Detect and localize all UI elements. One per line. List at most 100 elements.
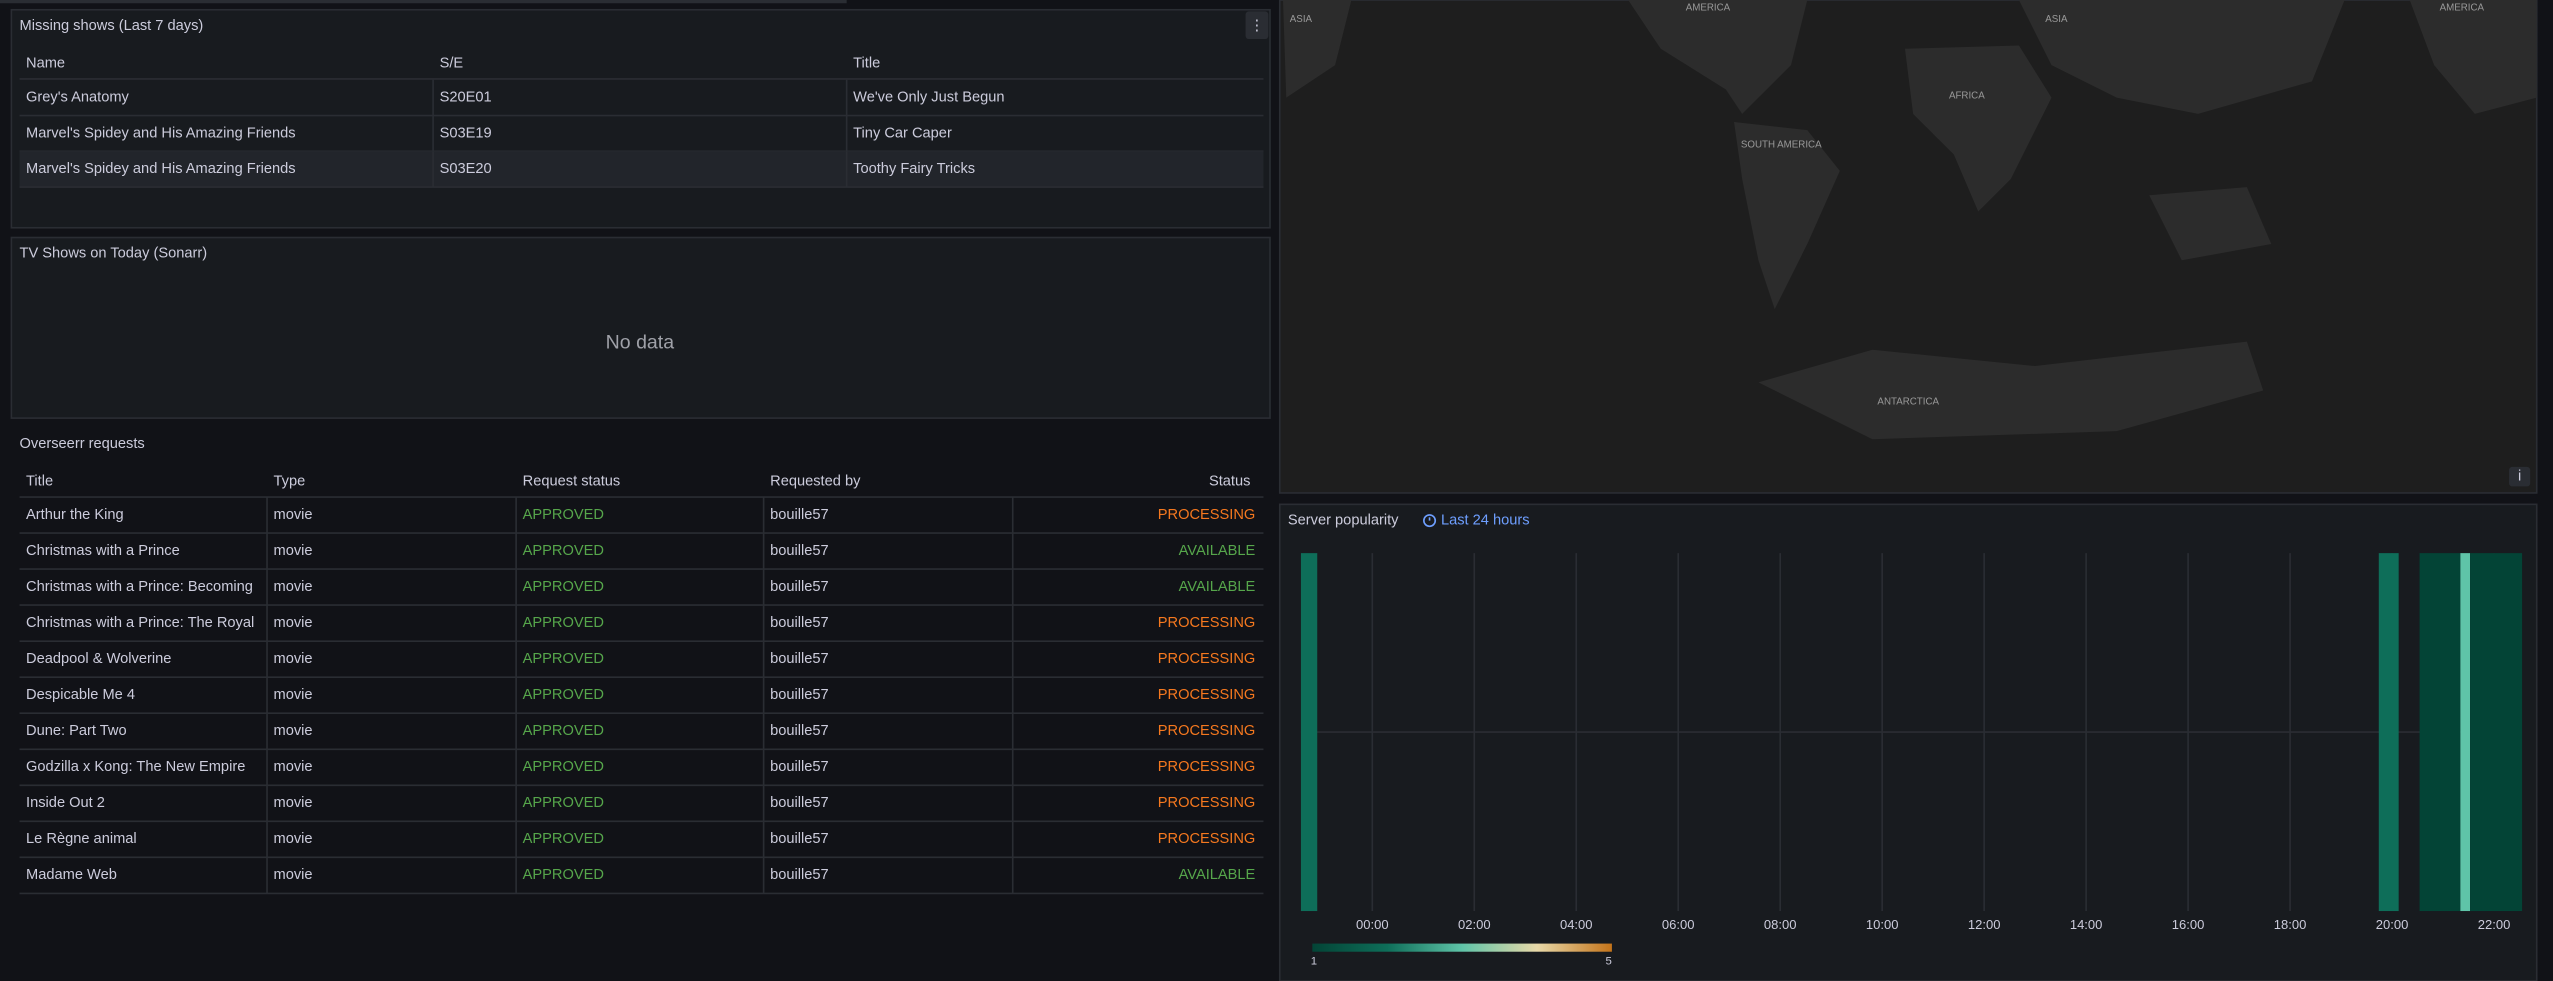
map-label: ASIA bbox=[1290, 14, 1313, 25]
cell: bouille57 bbox=[770, 651, 829, 667]
cell: Arthur the King bbox=[26, 507, 124, 523]
cell: Grey's Anatomy bbox=[26, 89, 129, 105]
cell: APPROVED bbox=[523, 759, 604, 775]
cell: bouille57 bbox=[770, 867, 829, 883]
column-header: Name bbox=[26, 55, 65, 71]
x-tick-label: 18:00 bbox=[2274, 917, 2307, 932]
cell: APPROVED bbox=[523, 543, 604, 559]
cell: Dune: Part Two bbox=[26, 723, 127, 739]
cell: APPROVED bbox=[523, 579, 604, 595]
panel bbox=[1278, 503, 2538, 981]
map-label: ANTARCTICA bbox=[1877, 396, 1939, 407]
panel-title: Missing shows (Last 7 days) bbox=[20, 18, 204, 34]
heatmap-cell bbox=[2419, 553, 2461, 912]
panel bbox=[10, 8, 1271, 229]
cell: bouille57 bbox=[770, 543, 829, 559]
status: PROCESSING bbox=[1158, 759, 1256, 775]
column-header: S/E bbox=[440, 55, 464, 71]
cell: bouille57 bbox=[770, 507, 829, 523]
status: PROCESSING bbox=[1158, 795, 1256, 811]
cell: S03E19 bbox=[440, 125, 492, 141]
heatmap-cell bbox=[2470, 553, 2523, 912]
top-strip bbox=[0, 0, 847, 4]
menu-icon[interactable]: ⋮ bbox=[1250, 18, 1265, 34]
cell: Despicable Me 4 bbox=[26, 687, 135, 703]
cell: movie bbox=[274, 831, 313, 847]
row-hover bbox=[19, 151, 1264, 188]
time-range: Last 24 hours bbox=[1441, 512, 1530, 528]
x-tick-label: 14:00 bbox=[2070, 917, 2103, 932]
status: AVAILABLE bbox=[1179, 543, 1256, 559]
column-header: Title bbox=[26, 473, 53, 489]
info-button[interactable] bbox=[2509, 466, 2531, 487]
cell: movie bbox=[274, 615, 313, 631]
cell: movie bbox=[274, 723, 313, 739]
cell: APPROVED bbox=[523, 507, 604, 523]
map-label: AMERICA bbox=[1686, 3, 1731, 14]
x-tick-label: 04:00 bbox=[1560, 917, 1593, 932]
legend-bar bbox=[1312, 943, 1612, 952]
status: PROCESSING bbox=[1158, 507, 1256, 523]
x-tick-label: 02:00 bbox=[1458, 917, 1491, 932]
column-header: Title bbox=[853, 55, 880, 71]
cell: bouille57 bbox=[770, 687, 829, 703]
cell: movie bbox=[274, 507, 313, 523]
cell: movie bbox=[274, 579, 313, 595]
column-header: Type bbox=[274, 473, 306, 489]
legend-max: 5 bbox=[1605, 955, 1611, 967]
x-tick-label: 22:00 bbox=[2478, 917, 2511, 932]
cell: APPROVED bbox=[523, 615, 604, 631]
cell: Inside Out 2 bbox=[26, 795, 105, 811]
cell: bouille57 bbox=[770, 579, 829, 595]
cell: movie bbox=[274, 867, 313, 883]
x-tick-label: 06:00 bbox=[1662, 917, 1695, 932]
map-label: ASIA bbox=[2045, 14, 2068, 25]
cell: movie bbox=[274, 543, 313, 559]
cell: APPROVED bbox=[523, 831, 604, 847]
cell: Marvel's Spidey and His Amazing Friends bbox=[26, 161, 296, 177]
x-tick-label: 20:00 bbox=[2376, 917, 2409, 932]
cell: bouille57 bbox=[770, 759, 829, 775]
menu-button[interactable] bbox=[1245, 11, 1269, 40]
cell: APPROVED bbox=[523, 867, 604, 883]
cell: movie bbox=[274, 795, 313, 811]
column-header: Requested by bbox=[770, 473, 861, 489]
status: PROCESSING bbox=[1158, 831, 1256, 847]
status: PROCESSING bbox=[1158, 723, 1256, 739]
status: PROCESSING bbox=[1158, 615, 1256, 631]
cell: Christmas with a Prince bbox=[26, 543, 180, 559]
cell: movie bbox=[274, 759, 313, 775]
x-tick-label: 08:00 bbox=[1764, 917, 1797, 932]
status: PROCESSING bbox=[1158, 687, 1256, 703]
cell: bouille57 bbox=[770, 615, 829, 631]
cell: Le Règne animal bbox=[26, 831, 137, 847]
info-icon[interactable]: i bbox=[2518, 469, 2521, 485]
landmass bbox=[1283, 0, 2537, 440]
clock-icon bbox=[1423, 514, 1437, 528]
map-label: AMERICA bbox=[2440, 3, 2485, 14]
cell: Madame Web bbox=[26, 867, 117, 883]
cell: Deadpool & Wolverine bbox=[26, 651, 171, 667]
cell: bouille57 bbox=[770, 795, 829, 811]
panel-title: TV Shows on Today (Sonarr) bbox=[20, 246, 208, 262]
map-label: SOUTH AMERICA bbox=[1741, 139, 1822, 150]
status: PROCESSING bbox=[1158, 651, 1256, 667]
x-tick-label: 16:00 bbox=[2172, 917, 2205, 932]
status: AVAILABLE bbox=[1179, 579, 1256, 595]
cell: movie bbox=[274, 651, 313, 667]
column-header: Request status bbox=[523, 473, 621, 489]
map-label: AFRICA bbox=[1949, 91, 1985, 102]
cell: Toothy Fairy Tricks bbox=[853, 161, 975, 177]
panel-title: Server popularity bbox=[1288, 512, 1399, 528]
no-data: No data bbox=[606, 331, 675, 353]
legend-min: 1 bbox=[1311, 955, 1317, 967]
cell: We've Only Just Begun bbox=[853, 89, 1004, 105]
heatmap-cell bbox=[2460, 553, 2471, 912]
cell: S03E20 bbox=[440, 161, 492, 177]
cell: APPROVED bbox=[523, 651, 604, 667]
cell: Godzilla x Kong: The New Empire bbox=[26, 759, 245, 775]
cell: APPROVED bbox=[523, 795, 604, 811]
cell: bouille57 bbox=[770, 723, 829, 739]
heatmap-cell bbox=[1300, 553, 1318, 912]
